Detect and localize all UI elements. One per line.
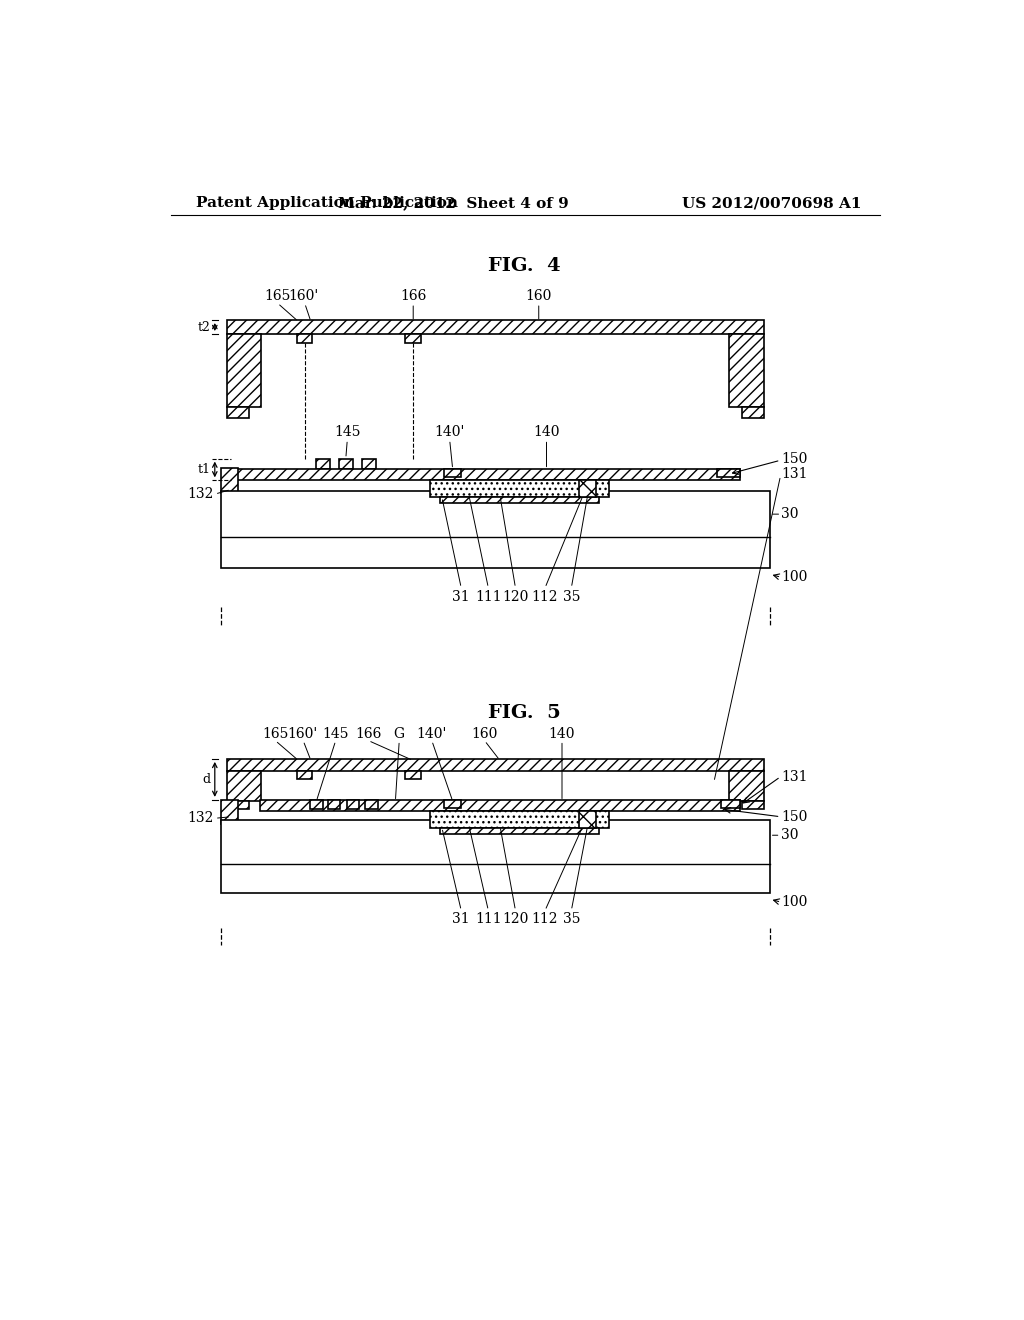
Text: 160: 160 <box>471 726 498 741</box>
Text: 140': 140' <box>417 726 447 741</box>
Text: 100: 100 <box>781 570 808 585</box>
Text: 160': 160' <box>289 289 319 304</box>
Bar <box>362 459 376 470</box>
Text: 145: 145 <box>334 425 360 440</box>
Text: Patent Application Publication: Patent Application Publication <box>197 197 458 210</box>
Bar <box>260 800 740 810</box>
Text: 132: 132 <box>186 487 213 502</box>
Text: 131: 131 <box>781 770 808 784</box>
Bar <box>741 801 764 809</box>
Text: 120: 120 <box>503 590 528 603</box>
Bar <box>227 470 740 480</box>
Bar <box>227 321 764 334</box>
Text: 35: 35 <box>562 590 580 603</box>
Bar <box>297 334 312 343</box>
Bar <box>346 800 359 809</box>
Text: 150: 150 <box>781 451 808 466</box>
Bar <box>439 498 599 503</box>
Bar <box>339 459 352 470</box>
Text: 31: 31 <box>453 590 470 603</box>
Text: 140: 140 <box>549 726 575 741</box>
Text: 131: 131 <box>781 467 808 480</box>
Bar <box>729 771 764 801</box>
Bar <box>430 810 608 828</box>
Bar <box>579 810 596 828</box>
Text: 31: 31 <box>453 912 470 927</box>
Text: 166: 166 <box>400 289 426 304</box>
Text: 140': 140' <box>434 425 465 440</box>
Bar <box>315 459 330 470</box>
Bar <box>227 334 261 407</box>
Text: G: G <box>393 726 404 741</box>
Bar <box>227 759 764 771</box>
Bar <box>430 480 608 498</box>
Bar <box>439 828 599 834</box>
Text: 30: 30 <box>781 507 799 521</box>
Bar <box>741 407 764 418</box>
Bar <box>297 771 312 779</box>
Text: 150: 150 <box>781 809 808 824</box>
Bar <box>366 800 378 809</box>
Bar <box>406 334 421 343</box>
Bar <box>221 491 770 568</box>
Text: 111: 111 <box>475 912 502 927</box>
Text: 160: 160 <box>525 289 552 304</box>
Text: 112: 112 <box>531 590 558 603</box>
Bar <box>227 801 249 809</box>
Text: 140: 140 <box>534 425 560 440</box>
Bar <box>227 771 261 801</box>
Bar <box>328 800 340 809</box>
Text: FIG.  5: FIG. 5 <box>488 704 561 722</box>
Bar <box>221 469 238 492</box>
Bar <box>227 407 249 418</box>
Text: 165: 165 <box>264 289 291 304</box>
Bar <box>444 800 461 808</box>
Text: 120: 120 <box>503 912 528 927</box>
Text: FIG.  4: FIG. 4 <box>488 257 561 275</box>
Bar <box>717 470 740 478</box>
Text: d: d <box>202 774 210 785</box>
Text: 35: 35 <box>562 912 580 927</box>
Text: 166: 166 <box>355 726 381 741</box>
Text: t1: t1 <box>198 463 210 477</box>
Bar <box>721 800 740 808</box>
Text: 132: 132 <box>186 812 213 825</box>
Text: 100: 100 <box>781 895 808 909</box>
Text: 160': 160' <box>288 726 317 741</box>
Bar <box>444 470 461 478</box>
Text: 145: 145 <box>323 726 349 741</box>
Text: 111: 111 <box>475 590 502 603</box>
Bar <box>729 334 764 407</box>
Text: 30: 30 <box>781 828 799 842</box>
Bar <box>221 820 770 892</box>
Text: 112: 112 <box>531 912 558 927</box>
Bar <box>579 480 596 498</box>
Text: US 2012/0070698 A1: US 2012/0070698 A1 <box>682 197 861 210</box>
Bar <box>221 800 238 825</box>
Bar <box>406 771 421 779</box>
Bar <box>310 800 323 809</box>
Text: Mar. 22, 2012  Sheet 4 of 9: Mar. 22, 2012 Sheet 4 of 9 <box>338 197 569 210</box>
Text: t2: t2 <box>198 321 210 334</box>
Text: 165: 165 <box>262 726 289 741</box>
